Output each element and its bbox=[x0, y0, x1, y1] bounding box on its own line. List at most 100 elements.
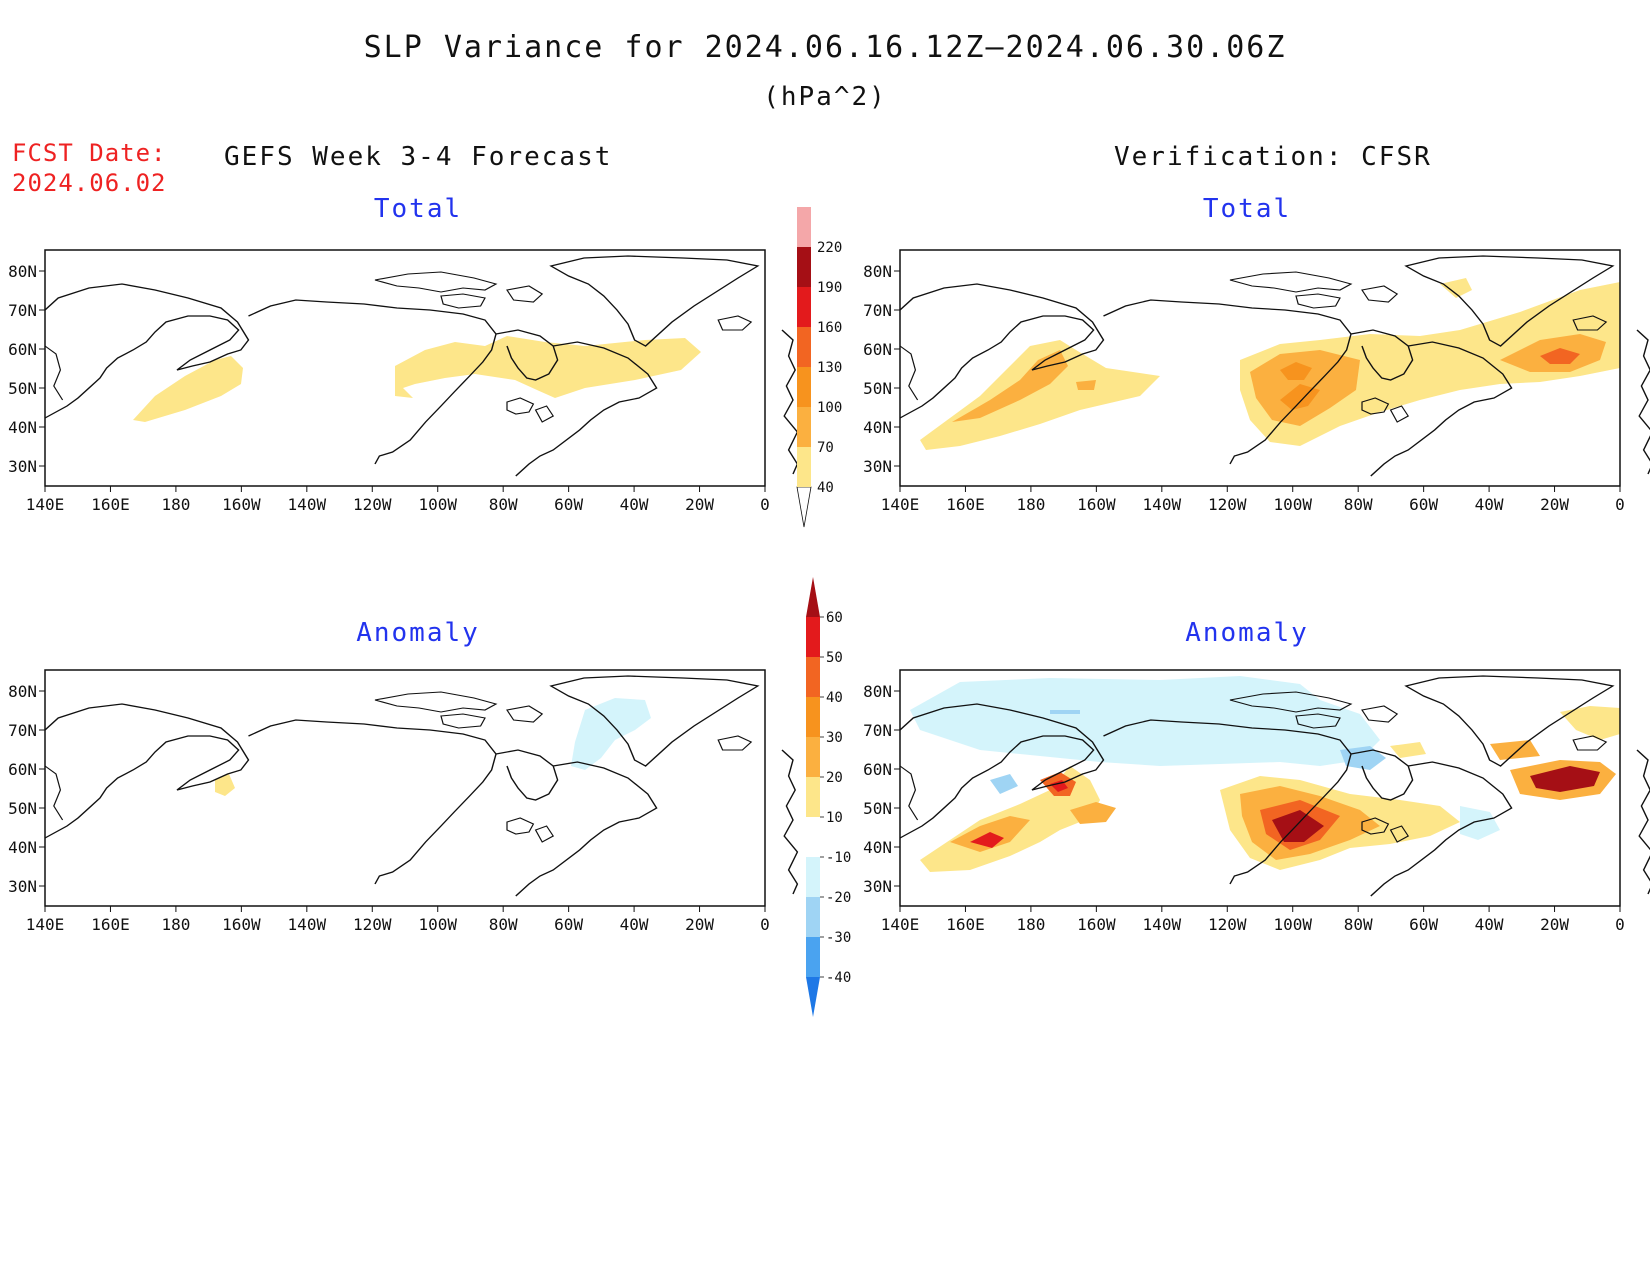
forecast-anomaly-lat-label: 50N bbox=[8, 799, 37, 818]
verification-total-lat-label: 40N bbox=[863, 418, 892, 437]
forecast-total-lon-label: 60W bbox=[554, 495, 583, 514]
colorbar-total-swatch bbox=[797, 247, 811, 287]
forecast-total-title: Total bbox=[373, 194, 463, 224]
colorbar-anomaly-swatch bbox=[806, 857, 820, 897]
colorbar-total-label: 70 bbox=[817, 440, 834, 456]
verification-anomaly-panel bbox=[899, 669, 1650, 907]
verification-anomaly-lon-label: 80W bbox=[1344, 915, 1373, 934]
verification-total-lat-label: 70N bbox=[863, 301, 892, 320]
colorbar-total-label: 40 bbox=[817, 480, 834, 496]
colorbar-anomaly-lower-arrow bbox=[806, 977, 820, 1017]
forecast-total-lat-label: 40N bbox=[8, 418, 37, 437]
verification-anomaly-lon-label: 100W bbox=[1273, 915, 1312, 934]
units-label: (hPa^2) bbox=[763, 82, 887, 112]
forecast-column-heading: GEFS Week 3-4 Forecast bbox=[224, 142, 613, 172]
colorbar-total-swatch bbox=[797, 407, 811, 447]
colorbar-anomaly-label: -40 bbox=[826, 970, 851, 986]
colorbar-anomaly-swatch bbox=[806, 937, 820, 977]
forecast-total-panel bbox=[44, 249, 799, 487]
forecast-total-lon-label: 160W bbox=[222, 495, 261, 514]
colorbar-anomaly-label: -30 bbox=[826, 930, 851, 946]
verification-anomaly-lat-label: 80N bbox=[863, 682, 892, 701]
verification-total-panel bbox=[899, 249, 1650, 487]
colorbar-anomaly-label: -20 bbox=[826, 890, 851, 906]
verification-total-lat-label: 30N bbox=[863, 457, 892, 476]
verification-total-lat-label: 60N bbox=[863, 340, 892, 359]
forecast-total-lon-label: 80W bbox=[489, 495, 518, 514]
forecast-anomaly-lon-label: 180 bbox=[161, 915, 190, 934]
verification-anomaly-lat-label: 50N bbox=[863, 799, 892, 818]
verification-total-lon-label: 40W bbox=[1475, 495, 1504, 514]
verification-total-lon-label: 60W bbox=[1409, 495, 1438, 514]
colorbar-total: 40 70 100 130 160 190 220 bbox=[796, 207, 842, 528]
forecast-anomaly-lon-label: 100W bbox=[418, 915, 457, 934]
colorbar-anomaly-label: 10 bbox=[826, 810, 843, 826]
verification-anomaly-lon-label: 60W bbox=[1409, 915, 1438, 934]
verification-anomaly-lat-label: 70N bbox=[863, 721, 892, 740]
colorbar-total-swatch bbox=[797, 287, 811, 327]
colorbar-anomaly-label: 20 bbox=[826, 770, 843, 786]
verification-total-lon-label: 20W bbox=[1540, 495, 1569, 514]
forecast-anomaly-lat-label: 40N bbox=[8, 838, 37, 857]
colorbar-total-label: 130 bbox=[817, 360, 842, 376]
colorbar-anomaly-swatch bbox=[806, 737, 820, 777]
colorbar-anomaly-label: 30 bbox=[826, 730, 843, 746]
colorbar-total-lower-arrow bbox=[796, 486, 812, 528]
verification-column-heading: Verification: CFSR bbox=[1114, 142, 1432, 172]
colorbar-anomaly-label: -10 bbox=[826, 850, 851, 866]
forecast-anomaly-panel bbox=[44, 669, 799, 907]
colorbar-total-swatch bbox=[797, 367, 811, 407]
forecast-anomaly-lon-label: 0 bbox=[760, 915, 770, 934]
forecast-total-lon-label: 180 bbox=[161, 495, 190, 514]
verification-anomaly-lon-label: 40W bbox=[1475, 915, 1504, 934]
forecast-anomaly-lon-label: 80W bbox=[489, 915, 518, 934]
verification-total-lon-label: 100W bbox=[1273, 495, 1312, 514]
verification-total-lon-label: 80W bbox=[1344, 495, 1373, 514]
verification-anomaly-lat-label: 60N bbox=[863, 760, 892, 779]
forecast-total-lon-label: 20W bbox=[685, 495, 714, 514]
forecast-anomaly-lon-label: 40W bbox=[620, 915, 649, 934]
colorbar-total-swatch bbox=[797, 207, 811, 247]
verification-total-lon-label: 0 bbox=[1615, 495, 1625, 514]
verification-total-lon-label: 160E bbox=[946, 495, 985, 514]
forecast-total-lon-label: 140W bbox=[288, 495, 327, 514]
forecast-total-lat-label: 30N bbox=[8, 457, 37, 476]
forecast-anomaly-lon-label: 120W bbox=[353, 915, 392, 934]
colorbar-anomaly-swatch bbox=[806, 817, 820, 857]
colorbar-anomaly-swatch bbox=[806, 657, 820, 697]
verification-anomaly-lat-label: 30N bbox=[863, 877, 892, 896]
forecast-anomaly-lon-label: 60W bbox=[554, 915, 583, 934]
colorbar-total-swatch bbox=[797, 447, 811, 487]
colorbar-anomaly-label: 50 bbox=[826, 650, 843, 666]
colorbar-anomaly-label: 40 bbox=[826, 690, 843, 706]
verification-total-lon-label: 160W bbox=[1077, 495, 1116, 514]
forecast-total-lon-label: 160E bbox=[91, 495, 130, 514]
forecast-date-value: 2024.06.02 bbox=[12, 169, 167, 197]
forecast-anomaly-title: Anomaly bbox=[356, 618, 480, 648]
forecast-total-lat-label: 70N bbox=[8, 301, 37, 320]
forecast-total-lat-label: 50N bbox=[8, 379, 37, 398]
forecast-anomaly-lon-label: 160E bbox=[91, 915, 130, 934]
forecast-anomaly-lat-label: 70N bbox=[8, 721, 37, 740]
verification-anomaly-lon-label: 120W bbox=[1208, 915, 1247, 934]
forecast-anomaly-lat-label: 60N bbox=[8, 760, 37, 779]
verification-anomaly-lon-label: 160E bbox=[946, 915, 985, 934]
colorbar-total-label: 190 bbox=[817, 280, 842, 296]
forecast-date-block: FCST Date: 2024.06.02 bbox=[12, 138, 167, 198]
forecast-total-lat-label: 60N bbox=[8, 340, 37, 359]
verification-total-lat-label: 50N bbox=[863, 379, 892, 398]
forecast-anomaly-lat-label: 30N bbox=[8, 877, 37, 896]
verification-total-title: Total bbox=[1202, 194, 1292, 224]
map-axes: 140E 160E 180 160W 140W 120W 100W 80W 60W 40W 20W 0… bbox=[8, 262, 1625, 934]
forecast-anomaly-lon-label: 140E bbox=[26, 915, 65, 934]
verification-anomaly-lon-label: 160W bbox=[1077, 915, 1116, 934]
forecast-total-lon-label: 0 bbox=[760, 495, 770, 514]
forecast-anomaly-lat-label: 80N bbox=[8, 682, 37, 701]
main-title: SLP Variance for 2024.06.16.12Z–2024.06.… bbox=[363, 30, 1287, 65]
colorbar-anomaly-label: 60 bbox=[826, 610, 843, 626]
forecast-total-lat-label: 80N bbox=[8, 262, 37, 281]
forecast-anomaly-lon-label: 20W bbox=[685, 915, 714, 934]
forecast-total-lon-label: 120W bbox=[353, 495, 392, 514]
verification-anomaly-lon-label: 140E bbox=[881, 915, 920, 934]
